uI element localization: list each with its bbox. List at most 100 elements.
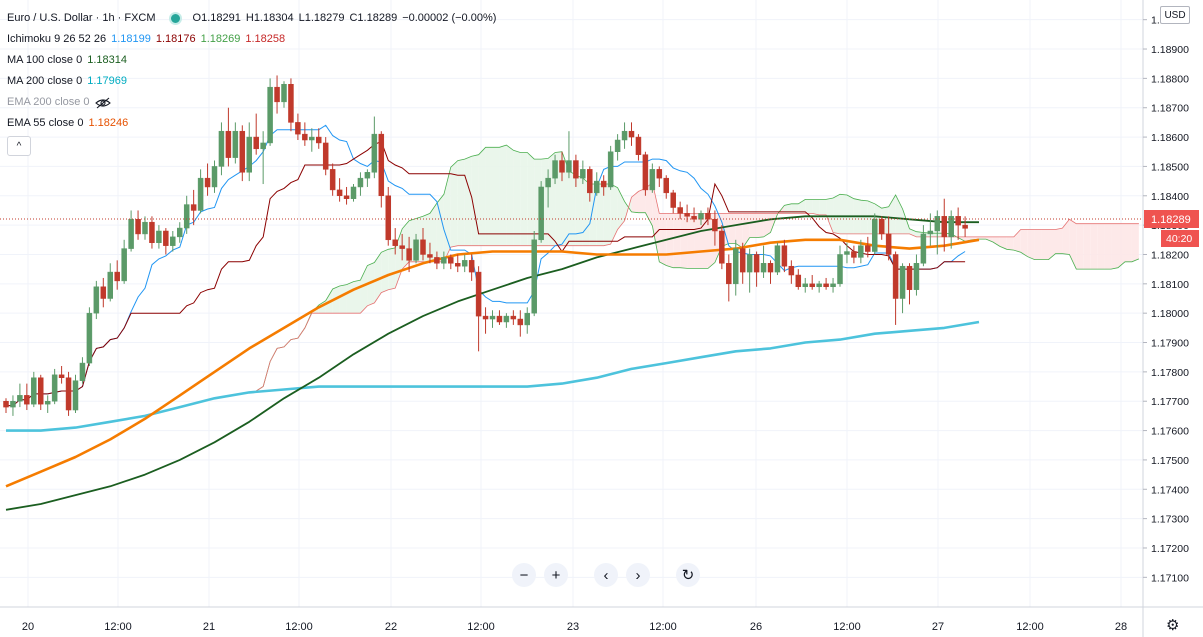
candle-down [65,377,72,411]
candle-down [455,263,461,267]
zoom-out-button[interactable]: − [512,563,536,587]
chart-navigation: − + ‹ › ↻ [512,563,700,587]
candle-up [746,254,753,273]
cloud-segment [506,145,514,246]
cloud-segment [478,147,486,246]
cloud-segment [568,170,576,246]
ema55-label: EMA 55 close 0 [7,117,84,129]
candle-up [260,142,266,150]
candle-down [642,154,649,191]
candle-down [427,254,433,258]
settings-gear-icon[interactable]: ⚙ [1166,617,1180,634]
ma200-label: MA 200 close 0 [7,75,83,87]
cloud-segment [1034,229,1042,260]
candle-down [295,122,301,135]
cloud-segment [360,265,368,314]
candle-down [204,177,211,188]
cloud-segment [673,213,681,268]
candle-up [802,283,808,288]
candle-down [392,239,398,246]
cloud-segment [680,213,688,269]
time-axis[interactable]: 20 12:00 21 12:00 22 12:00 23 12:00 26 12:00 27 12:… [22,621,1127,633]
ichimoku-cloud [256,145,1139,391]
candle-down [795,274,802,288]
scroll-left-button[interactable]: ‹ [594,563,618,587]
zoom-in-button[interactable]: + [544,563,568,587]
cloud-segment [603,184,611,246]
time-tick-label: 12:00 [833,621,861,633]
cloud-segment [353,280,361,314]
candle-up [17,395,23,402]
cloud-segment [631,191,639,213]
ichimoku-row[interactable]: Ichimoku 9 26 52 26 1.18199 1.18176 1.18… [7,29,496,50]
ma100-label: MA 100 close 0 [7,54,83,66]
candle-down [684,213,690,217]
time-tick-label: 22 [385,621,397,633]
price-tick-label: 1.17200 [1151,543,1189,555]
candlestick-series [3,75,968,416]
ma100-row[interactable]: MA 100 close 0 1.18314 [7,50,496,71]
candle-up [566,160,572,173]
chart-grid [0,0,1143,607]
time-tick-label: 23 [567,621,579,633]
ema200-row[interactable]: EMA 200 close 0 [7,92,496,113]
price-tick-label: 1.17900 [1151,338,1189,350]
bar-countdown-label: 40:20 [1161,230,1199,247]
candle-down [892,254,899,299]
price-tick-label: 1.18600 [1151,132,1189,144]
cloud-segment [1111,223,1118,270]
candle-down [329,169,336,191]
candle-up [309,136,315,141]
candle-up [594,180,600,194]
nav-spacer [576,563,586,587]
price-tick-label: 1.18700 [1151,103,1189,115]
candle-up [350,186,357,199]
eye-hidden-icon[interactable] [94,97,111,109]
reset-chart-button[interactable]: ↻ [676,563,700,587]
candle-up [927,230,934,235]
time-tick-label: 12:00 [649,621,677,633]
candle-up [621,130,628,141]
cloud-segment [728,213,736,244]
cloud-segment [840,194,847,234]
candle-down [691,216,697,220]
ema55-row[interactable]: EMA 55 close 0 1.18246 [7,113,496,134]
candle-down [322,142,329,170]
cloud-segment [638,188,646,213]
candle-up [816,283,822,288]
cloud-segment [756,213,764,238]
cloud-segment [1006,236,1014,251]
cloud-segment [666,213,674,268]
candle-up [371,133,378,173]
price-axis[interactable]: 1.190001.189001.188001.187001.186001.185… [1143,15,1189,585]
candle-up [489,315,496,320]
candle-down [635,136,642,155]
candle-up [538,186,544,241]
scroll-right-button[interactable]: › [626,563,650,587]
collapse-legend-button[interactable]: ^ [7,136,31,156]
cloud-segment [464,156,472,246]
cloud-segment [520,152,528,246]
cloud-segment [888,195,896,234]
candle-up [607,151,614,188]
candle-up [872,219,878,252]
candle-up [72,380,79,411]
nav-spacer-2 [658,563,668,587]
currency-label[interactable]: USD [1160,6,1190,24]
price-tick-label: 1.18100 [1151,279,1189,291]
candle-up [51,374,58,402]
svg-text:1.18289: 1.18289 [1151,214,1191,226]
candle-up [93,286,100,314]
cloud-segment [812,199,820,215]
cloud-segment [339,284,347,314]
symbol-row: Euro / U.S. Dollar · 1h · FXCM O1.18291 … [7,8,496,29]
candle-up [246,136,252,173]
candle-down [753,254,760,273]
cloud-segment [1090,223,1098,270]
symbol-title[interactable]: Euro / U.S. Dollar · 1h · FXCM [7,12,156,24]
cloud-segment [610,184,618,245]
candle-up [232,130,239,158]
cloud-segment [826,197,834,233]
ma200-row[interactable]: MA 200 close 0 1.17969 [7,71,496,92]
